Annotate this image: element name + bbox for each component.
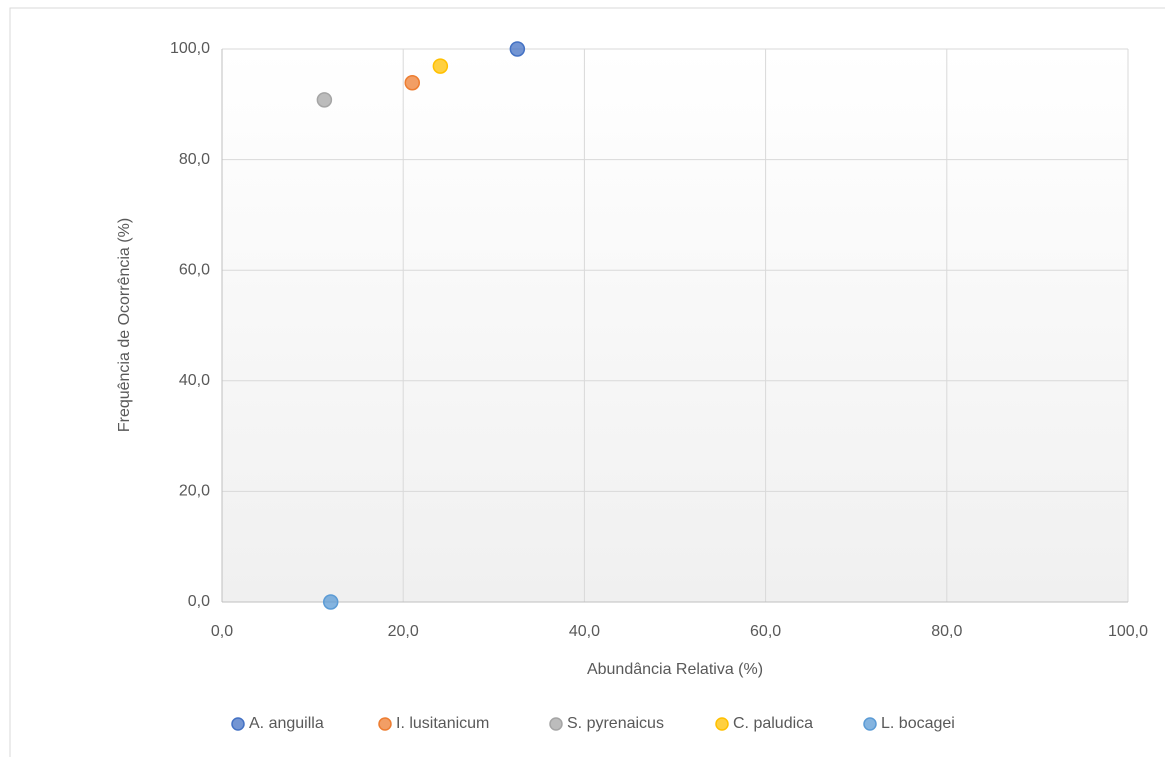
y-tick-label: 40,0: [179, 372, 210, 389]
chart-border: [9, 7, 1165, 757]
legend-marker: [378, 717, 392, 731]
point: [432, 58, 449, 74]
point: [404, 74, 421, 91]
legend-marker: [231, 717, 245, 731]
legend-marker: [715, 717, 729, 731]
y-tick-label: 60,0: [179, 261, 210, 278]
legend-label: A. anguilla: [249, 715, 324, 732]
x-tick-label: 40,0: [569, 623, 600, 640]
legend-label: C. paludica: [733, 715, 813, 732]
legend-label: L. bocagei: [881, 715, 955, 732]
y-tick-label: 100,0: [170, 40, 210, 57]
legend-marker: [549, 717, 563, 731]
legend-marker: [863, 717, 877, 731]
legend-label: S. pyrenaicus: [567, 715, 664, 732]
x-tick-label: 60,0: [750, 623, 781, 640]
x-tick-label: 0,0: [211, 623, 233, 640]
x-tick-label: 100,0: [1108, 623, 1148, 640]
y-tick-label: 80,0: [179, 151, 210, 168]
y-axis-label: Frequência de Ocorrência (%): [116, 218, 133, 432]
x-tick-label: 20,0: [388, 623, 419, 640]
x-axis-label: Abundância Relativa (%): [587, 661, 763, 678]
legend-label: I. lusitanicum: [396, 715, 489, 732]
point: [316, 92, 333, 108]
point: [322, 594, 339, 610]
y-tick-label: 20,0: [179, 483, 210, 500]
y-tick-label: 0,0: [188, 593, 210, 610]
x-tick-label: 80,0: [931, 623, 962, 640]
point: [509, 41, 526, 57]
plot-area: [222, 49, 1128, 602]
